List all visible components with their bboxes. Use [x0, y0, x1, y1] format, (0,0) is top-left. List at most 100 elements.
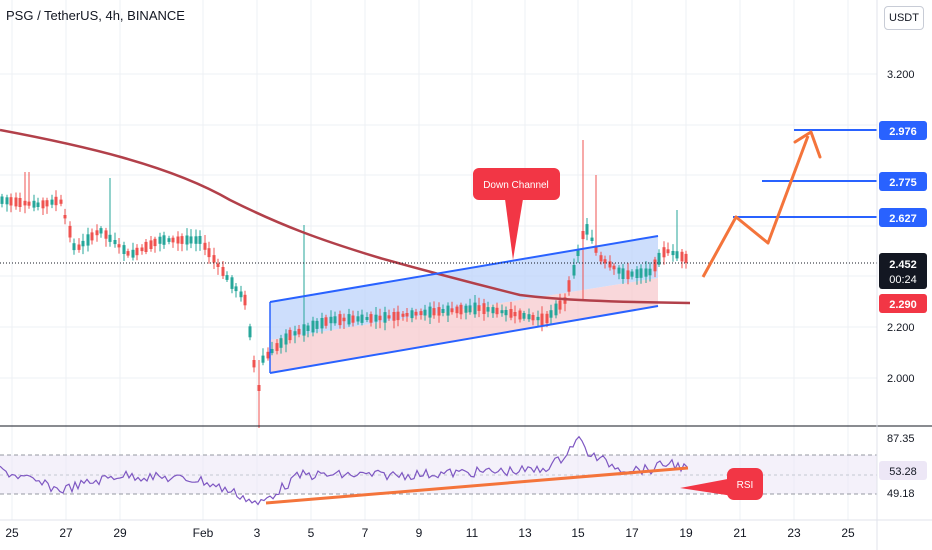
candle-body [608, 261, 612, 268]
symbol-title[interactable]: PSG / TetherUS, 4h, BINANCE [6, 8, 185, 23]
candle-body [414, 311, 418, 316]
candle-body [684, 253, 688, 263]
candle-body [347, 314, 351, 325]
down-channel-callout: Down Channel [473, 168, 560, 260]
candle-body [158, 236, 162, 244]
candle-body [86, 234, 90, 246]
currency-button[interactable]: USDT [884, 6, 924, 30]
candle-body [311, 320, 315, 333]
time-tick: 9 [416, 526, 423, 540]
candle-body [270, 349, 274, 354]
candle-body [189, 236, 193, 244]
candle-body [455, 306, 459, 314]
candle-body [0, 196, 4, 204]
candle-body [333, 316, 337, 324]
time-tick: 3 [254, 526, 261, 540]
candle-body [432, 308, 436, 316]
candle-body [657, 252, 661, 265]
candle-body [68, 225, 72, 238]
candle-body [495, 307, 499, 315]
candle-body [203, 242, 207, 250]
candle-body [180, 236, 184, 244]
candle-body [450, 308, 454, 313]
candle-body [437, 307, 441, 316]
time-tick: 19 [679, 526, 693, 540]
candle-body [54, 196, 58, 206]
candle-body [122, 245, 126, 254]
candle-body [108, 234, 112, 242]
candle-body [14, 197, 18, 207]
candle-body [572, 265, 576, 276]
candle-body [113, 240, 117, 245]
candle-body [545, 313, 549, 324]
candle-body [266, 351, 270, 359]
candle-body [216, 263, 220, 267]
target-price-2: 2.775 [889, 177, 917, 189]
candle-body [207, 248, 211, 258]
candle-body [117, 244, 121, 248]
candle-body [653, 259, 657, 272]
time-tick: 29 [113, 526, 127, 540]
candle-body [212, 255, 216, 263]
candle-body [509, 309, 513, 318]
candle-body [351, 315, 355, 323]
candle-body [18, 198, 22, 207]
candle-body [392, 312, 396, 321]
candle-body [230, 277, 234, 289]
candle-body [59, 199, 63, 204]
candle-body [365, 317, 369, 320]
candle-body [419, 311, 423, 316]
candle-body [131, 249, 135, 258]
rsi-callout: RSI [680, 468, 763, 500]
rsi-trendline [265, 466, 689, 505]
candle-body [239, 291, 243, 298]
candle-body [338, 314, 342, 326]
candle-body [522, 313, 526, 319]
rsi-label: RSI [737, 480, 754, 491]
candle-body [284, 333, 288, 345]
time-tick: Feb [193, 526, 214, 540]
time-tick: 23 [787, 526, 801, 540]
time-axis[interactable]: 25 27 29 Feb 3 5 7 9 11 13 15 17 19 21 2… [0, 519, 932, 540]
candle-body [675, 251, 679, 259]
rsi-axis[interactable]: 87.35 53.28 49.18 [879, 433, 927, 500]
candle-body [149, 240, 153, 249]
time-tick: 7 [362, 526, 369, 540]
candle-body [563, 297, 567, 304]
channel-top-line [269, 235, 659, 303]
candle-body [126, 251, 130, 256]
candle-body [567, 280, 571, 292]
price-axis[interactable]: 3.200 2.200 2.000 [876, 0, 915, 550]
candle-body [378, 315, 382, 321]
candle-body [468, 305, 472, 313]
time-tick: 27 [59, 526, 73, 540]
time-tick: 13 [518, 526, 532, 540]
candle-body [486, 307, 490, 312]
candle-body [81, 240, 85, 247]
candle-body [95, 230, 99, 236]
candle-body [617, 267, 621, 274]
candle-body [626, 270, 630, 280]
candle-body [644, 268, 648, 277]
candle-body [360, 314, 364, 323]
candle-body [27, 201, 31, 206]
candle-body [167, 238, 171, 242]
down-channel-label: Down Channel [483, 180, 549, 191]
candle-body [356, 316, 360, 322]
candle-body [428, 306, 432, 318]
moving-average-line [0, 128, 691, 305]
candle-body [387, 315, 391, 319]
candle-body [63, 215, 67, 219]
candle-body [5, 197, 9, 205]
candle-body [639, 268, 643, 278]
candle-body [297, 328, 301, 335]
candle-body [41, 200, 45, 209]
time-tick: 25 [5, 526, 19, 540]
candle-body [162, 235, 166, 245]
projection-arrowhead [793, 130, 822, 159]
time-tick: 11 [466, 526, 479, 540]
time-tick: 25 [841, 526, 855, 540]
candle-body [104, 230, 108, 239]
channel-bottom-line [269, 305, 659, 374]
